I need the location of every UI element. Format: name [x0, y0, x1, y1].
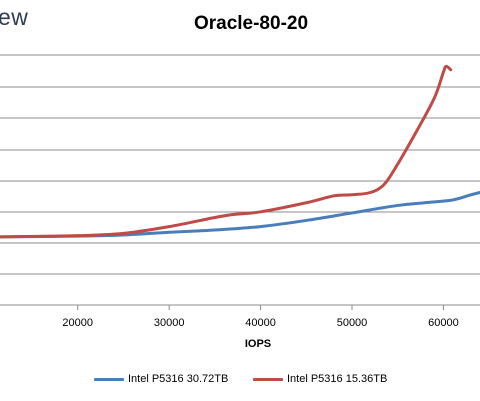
x-axis-title: IOPS [245, 338, 271, 350]
x-tick-label: 40000 [245, 317, 276, 329]
gridlines [0, 54, 480, 275]
legend-item-15-36tb: Intel P5316 15.36TB [253, 373, 387, 385]
legend-label: Intel P5316 15.36TB [287, 373, 388, 385]
x-tick-label: 50000 [337, 317, 368, 329]
legend-label: Intel P5316 30.72TB [128, 373, 229, 385]
series-lines [0, 64, 480, 239]
series-line-30-72tb [0, 191, 480, 239]
legend-item-30-72tb: Intel P5316 30.72TB [94, 373, 228, 385]
x-tick-labels: 20000 30000 40000 50000 60000 [62, 317, 458, 329]
x-tick-label: 60000 [428, 317, 459, 329]
legend-swatch-red [253, 377, 283, 381]
legend-swatch-blue [94, 377, 124, 381]
site-logo-fragment: ew [0, 4, 29, 30]
chart-legend: Intel P5316 30.72TB Intel P5316 15.36TB [0, 373, 480, 389]
axes [0, 304, 480, 310]
x-tick-label: 20000 [62, 317, 93, 329]
series-line-15-36tb [0, 64, 453, 239]
chart-title: Oracle-80-20 [193, 13, 309, 34]
x-tick-label: 30000 [154, 317, 185, 329]
